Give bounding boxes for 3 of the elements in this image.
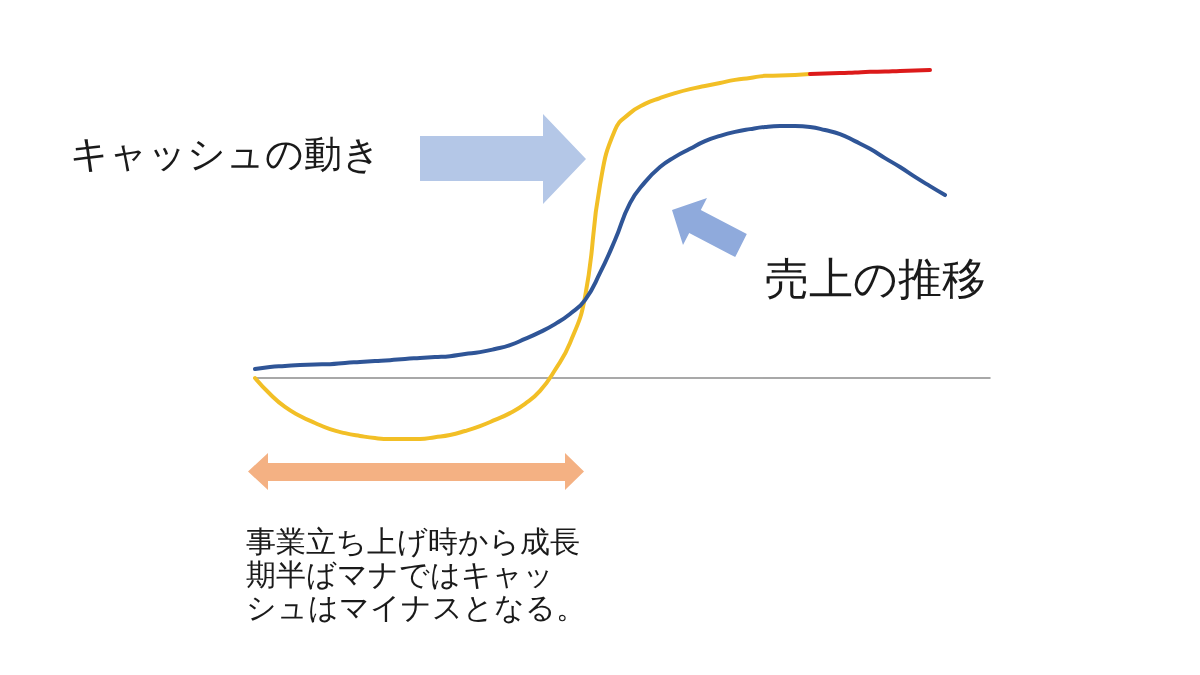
text: 事業立ち上げ時から成長期半ばマナではキャッシュはマイナスとなる。: [246, 525, 586, 625]
annotation: キャッシュの動き: [70, 132, 381, 178]
annotation: 売上の推移: [765, 253, 986, 306]
